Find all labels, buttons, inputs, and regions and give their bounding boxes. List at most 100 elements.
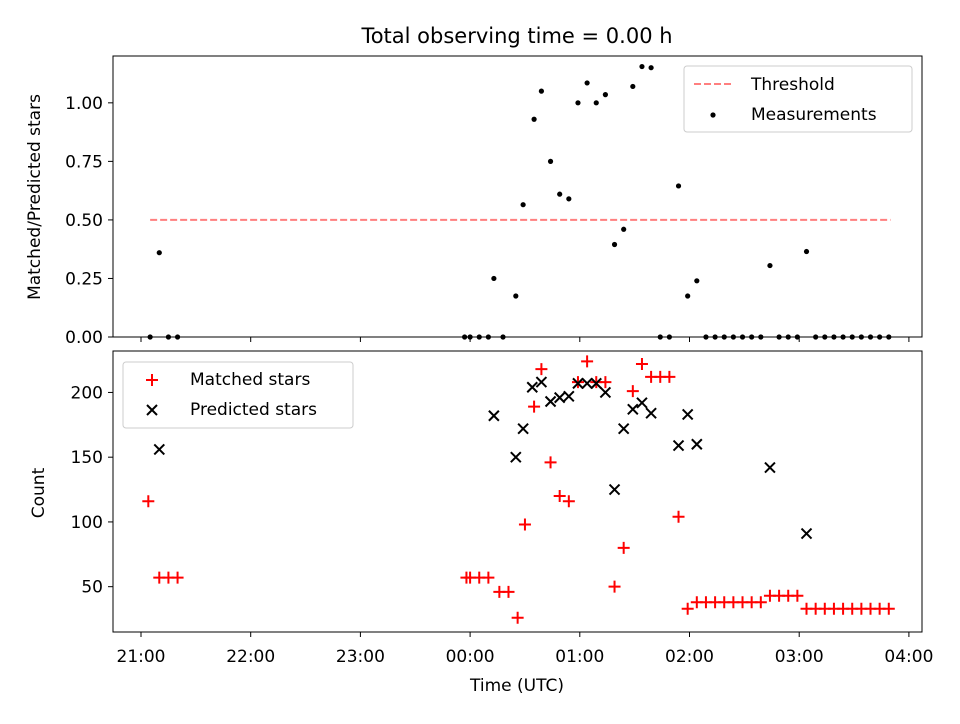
ratio-panel: Total observing time = 0.00 h 0.00 0.25 0.…	[25, 24, 923, 348]
count-legend: Matched stars Predicted stars	[122, 361, 354, 429]
matched-point	[635, 357, 648, 370]
predicted-legend-marker	[146, 404, 158, 416]
matched-point	[581, 355, 594, 368]
measurement-point	[531, 116, 537, 122]
chart-title: Total observing time = 0.00 h	[360, 24, 672, 48]
measurement-point	[156, 250, 162, 256]
measurement-point	[675, 183, 682, 189]
matched-point	[482, 571, 495, 584]
matched-point	[544, 456, 557, 469]
measurement-point	[611, 241, 618, 248]
measurement-point	[593, 100, 599, 106]
predicted-point	[590, 377, 602, 390]
measurement-point	[538, 88, 545, 94]
count-axes-frame	[112, 350, 923, 633]
ratio-legend: Threshold Measurements	[683, 65, 913, 133]
matched-point	[562, 495, 575, 508]
predicted-point	[800, 527, 813, 540]
matched-point	[599, 376, 612, 389]
predicted-point	[691, 438, 703, 450]
count-x-tick-label: 21:00	[117, 647, 166, 667]
ratio-legend-box	[683, 65, 913, 133]
matched-point	[626, 385, 639, 398]
measurement-point	[513, 293, 519, 299]
measurement-point	[602, 92, 608, 98]
matched-legend-label: Matched stars	[190, 370, 310, 390]
predicted-point	[563, 390, 575, 403]
matched-point	[882, 602, 895, 615]
predicted-point	[510, 451, 522, 463]
count-y-tick-label: 50	[81, 578, 103, 598]
measurement-point	[648, 65, 654, 71]
count-x-tick-label: 04:00	[884, 647, 933, 667]
matched-point	[617, 541, 630, 554]
predicted-point	[153, 443, 165, 456]
matched-point	[535, 363, 548, 376]
predicted-point	[636, 397, 648, 409]
ratio-y-tick-label: 1.00	[65, 94, 103, 114]
measurement-point	[491, 275, 497, 282]
predicted-point	[764, 461, 776, 474]
measurement-point	[584, 80, 590, 86]
matched-point	[171, 571, 184, 584]
measurement-point	[767, 262, 773, 269]
predicted-point	[535, 376, 548, 388]
matched-point	[518, 518, 531, 531]
predicted-point	[526, 381, 538, 393]
threshold-legend-label: Threshold	[750, 75, 835, 95]
ratio-y-tick-label: 0.50	[65, 211, 103, 231]
count-panel: 50 100 150 200 21:00 22:00 23:00 00:00 01:00 02:0…	[29, 350, 934, 696]
measurement-point	[520, 202, 526, 208]
matched-point	[528, 400, 541, 413]
matched-point	[681, 602, 694, 615]
measurements-legend-marker	[710, 112, 716, 118]
matched-point	[608, 580, 621, 593]
predicted-point	[627, 403, 639, 415]
matched-point	[511, 611, 524, 624]
count-y-tick-label: 200	[71, 383, 103, 403]
predicted-point	[617, 422, 630, 435]
count-x-tick-label: 00:00	[446, 647, 495, 667]
ratio-axes-frame	[112, 55, 923, 338]
measurement-point	[557, 191, 563, 197]
count-x-tick-label: 03:00	[775, 647, 824, 667]
matched-point	[142, 495, 155, 508]
ratio-y-tick-label: 0.75	[65, 152, 103, 172]
predicted-point	[672, 439, 685, 452]
x-axis-label: Time (UTC)	[469, 676, 564, 696]
matched-point	[502, 585, 515, 598]
predicted-point	[572, 377, 584, 390]
matched-point	[672, 510, 685, 523]
predicted-point	[517, 422, 529, 435]
predicted-point	[544, 395, 557, 408]
predicted-point	[681, 408, 694, 421]
measurement-point	[630, 83, 636, 90]
measurement-point	[566, 196, 572, 202]
predicted-point	[581, 377, 593, 390]
measurement-point	[621, 226, 627, 232]
matched-point	[754, 596, 767, 609]
count-x-tick-label: 22:00	[226, 647, 275, 667]
count-x-tick-label: 23:00	[336, 647, 385, 667]
count-legend-box	[122, 361, 354, 429]
measurement-point	[547, 158, 554, 164]
count-data-layer	[142, 355, 895, 624]
ratio-y-tick-label: 0.25	[65, 269, 103, 289]
matched-legend-marker	[146, 374, 158, 386]
count-y-axis-label: Count	[29, 467, 49, 518]
count-x-tick-label: 01:00	[555, 647, 604, 667]
count-y-tick-label: 150	[71, 448, 103, 468]
ratio-y-axis-label: Matched/Predicted stars	[25, 94, 45, 300]
measurements-legend-label: Measurements	[751, 105, 877, 125]
count-x-tick-label: 02:00	[665, 647, 714, 667]
predicted-point	[599, 386, 612, 399]
predicted-legend-label: Predicted stars	[190, 400, 317, 420]
measurement-point	[803, 248, 810, 255]
predicted-point	[645, 407, 657, 419]
predicted-point	[553, 391, 566, 404]
measurement-point	[575, 100, 581, 106]
ratio-y-tick-label: 0.00	[65, 328, 103, 348]
predicted-point	[608, 483, 621, 496]
count-axis-ticks: 50 100 150 200 21:00 22:00 23:00 00:00 01:00 02:0…	[71, 383, 934, 667]
